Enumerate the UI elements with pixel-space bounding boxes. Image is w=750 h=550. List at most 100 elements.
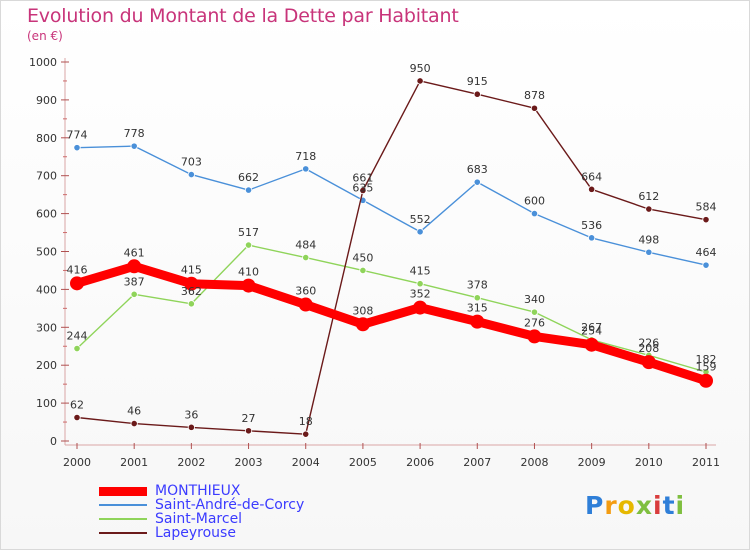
logo-letter: t [662,491,676,520]
data-point [187,170,195,179]
data-labels: 774 778 703 662 718 635 552 683 600 536 498 464 244 3… [67,62,717,428]
y-tick-label: 0 [50,435,57,448]
data-label: 410 [238,266,259,279]
data-point [699,373,713,388]
data-label: 416 [67,263,88,276]
data-label: 635 [352,181,373,194]
logo-letter: x [635,491,653,520]
data-label: 517 [238,226,259,239]
data-label: 360 [295,285,316,298]
data-point [302,253,310,262]
x-tick-label: 2008 [520,456,548,469]
logo-letter: r [604,491,618,520]
data-point [73,413,81,422]
data-label: 208 [638,342,659,355]
x-tick-label: 2006 [406,456,434,469]
data-label: 308 [352,304,373,317]
data-point [184,276,199,291]
data-label: 498 [638,233,659,246]
data-point [473,90,481,98]
data-label: 464 [696,246,717,259]
data-label: 159 [696,361,717,374]
data-label: 778 [124,127,145,140]
data-label: 415 [181,264,202,277]
logo-letter: i [653,491,663,520]
logo-letter: P [585,491,605,520]
data-point [413,300,428,315]
data-label: 661 [352,171,373,184]
data-point [355,317,370,332]
data-point [584,337,599,352]
data-label: 315 [467,302,488,315]
x-tick-label: 2005 [349,456,377,469]
data-label: 46 [127,405,141,418]
legend-item: Saint-André-de-Corcy [99,498,304,512]
proxiti-logo: Proxiti [585,491,685,520]
data-point [588,234,596,242]
data-point [530,104,539,112]
data-label: 662 [238,171,259,184]
data-point [645,205,653,213]
legend-item: MONTHIEUX [99,484,304,498]
chart-unit: (en €) [27,29,63,43]
data-label: 461 [124,246,145,259]
legend: MONTHIEUX Saint-André-de-Corcy Saint-Marce… [99,484,304,540]
data-label: 536 [581,219,602,232]
data-label: 584 [696,201,717,214]
data-point [641,355,656,370]
data-point [244,186,253,194]
y-tick-label: 300 [36,321,57,334]
data-label: 612 [638,190,659,203]
data-label: 600 [524,195,545,208]
series-line [76,145,707,266]
data-label: 683 [467,163,488,176]
data-label: 182 [696,353,717,366]
data-label: 415 [410,265,431,278]
y-tick-label: 400 [36,283,57,296]
data-point [244,427,253,435]
data-point [187,300,195,308]
data-point [416,228,424,236]
y-tick-label: 800 [36,132,57,145]
data-point [70,276,84,291]
x-tick-label: 2003 [235,456,263,469]
data-label: 484 [295,239,316,252]
data-label: 254 [581,325,602,338]
series-line [76,80,707,435]
legend-swatch [99,532,147,534]
data-label: 387 [124,275,145,288]
legend-item: Saint-Marcel [99,512,304,526]
data-label: 352 [410,288,431,301]
legend-label: Saint-André-de-Corcy [155,497,305,513]
data-point [527,329,542,344]
data-point [302,165,310,173]
series-line [76,244,707,373]
y-tick-label: 700 [36,170,57,183]
data-point [645,248,653,256]
y-tick-label: 500 [36,246,57,259]
data-label: 267 [581,321,602,334]
data-label: 950 [410,62,431,75]
data-label: 878 [524,89,545,102]
x-tick-label: 2004 [292,456,320,469]
data-label: 362 [181,285,202,298]
logo-letter: o [617,491,636,520]
data-label: 774 [67,129,88,142]
data-label: 664 [581,170,602,183]
data-point [702,261,710,269]
y-tick-label: 100 [36,397,57,410]
y-tick-label: 600 [36,208,57,221]
data-point [359,266,367,275]
data-label: 378 [467,279,488,292]
x-tick-label: 2011 [692,456,720,469]
logo-letter: i [675,491,686,520]
data-point [588,185,596,193]
chart-title: Evolution du Montant de la Dette par Hab… [27,5,459,27]
legend-label: Saint-Marcel [155,511,243,527]
data-point [473,294,481,302]
data-point [298,297,313,312]
y-tick-label: 900 [36,94,57,107]
data-point [473,178,481,186]
